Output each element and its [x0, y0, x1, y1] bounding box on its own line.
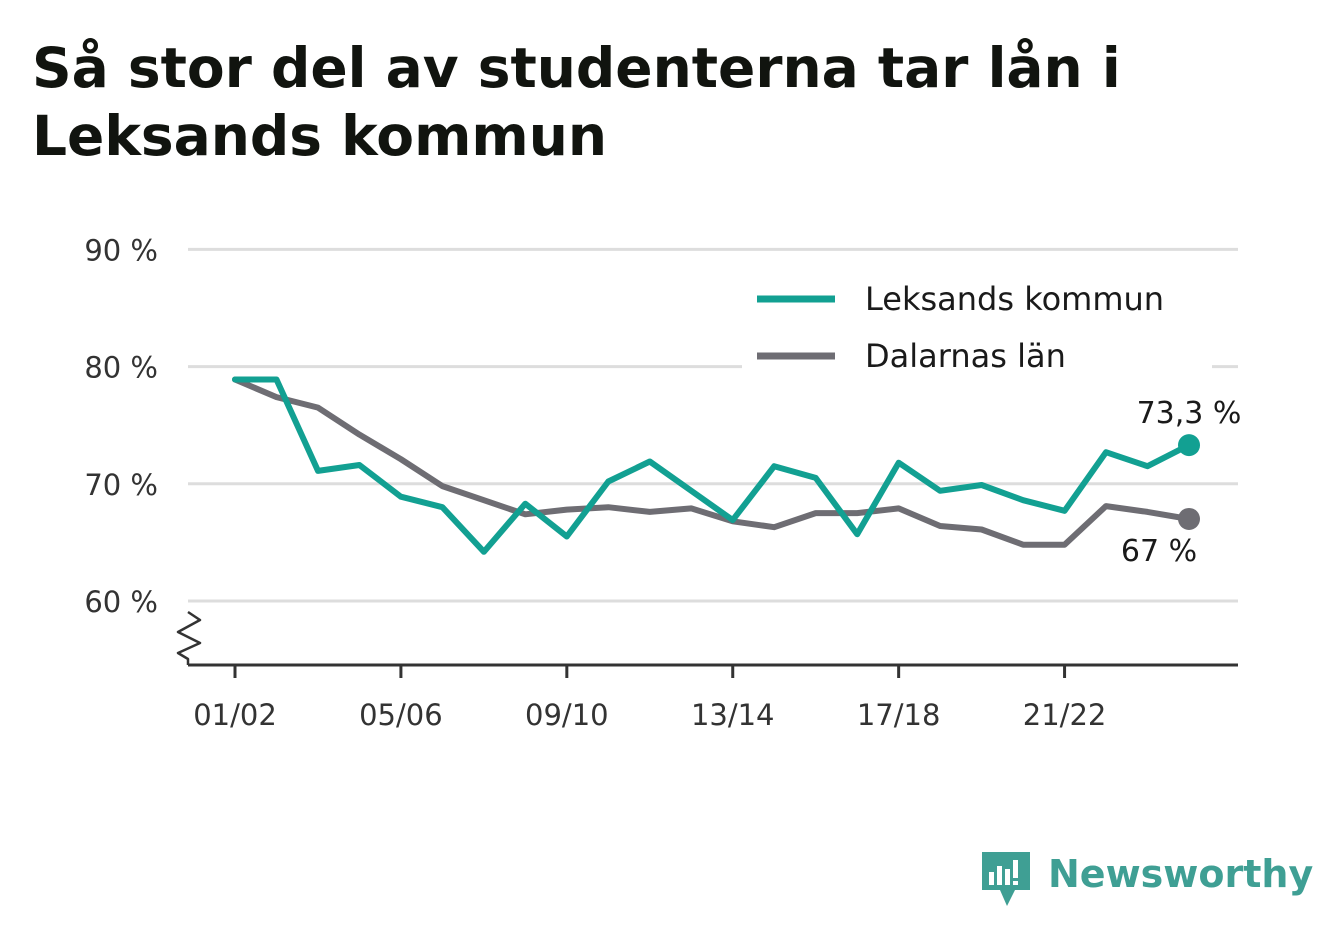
y-tick-label: 90 % — [84, 233, 158, 267]
newsworthy-logo-icon — [982, 852, 1030, 906]
legend-label: Dalarnas län — [865, 337, 1066, 375]
newsworthy-brand: Newsworthy — [982, 852, 1313, 906]
end-labels: 73,3 % 67 % — [1121, 396, 1242, 569]
legend: Leksands kommun Dalarnas län — [742, 272, 1212, 382]
series-line-leksands-kommun — [232, 376, 1192, 555]
chart-title: Så stor del av studenterna tar lån i Lek… — [32, 36, 1121, 168]
series-end-point — [1178, 434, 1200, 457]
x-tick-label: 09/10 — [525, 698, 609, 732]
end-label-leksands: 73,3 % — [1137, 396, 1242, 431]
x-axis-tick-labels: 01/02 05/06 09/10 13/14 17/18 21/22 — [193, 665, 1106, 732]
brand-name: Newsworthy — [1048, 852, 1313, 896]
end-label-dalarna: 67 % — [1121, 534, 1197, 569]
y-axis-tick-labels: 60 % 70 % 80 % 90 % — [84, 233, 158, 619]
legend-background — [742, 272, 1212, 382]
y-tick-label: 70 % — [84, 468, 158, 502]
x-tick-label: 21/22 — [1023, 698, 1107, 732]
y-tick-label: 80 % — [84, 351, 158, 385]
axis-break-icon — [176, 610, 202, 665]
x-tick-label: 05/06 — [359, 698, 443, 732]
series-end-point — [1178, 507, 1200, 530]
y-tick-label: 60 % — [84, 585, 158, 619]
x-axis — [176, 610, 1238, 667]
x-tick-label: 17/18 — [857, 698, 941, 732]
series-line-dalarnas-län — [232, 376, 1192, 548]
series-lines — [232, 376, 1200, 555]
x-tick-label: 01/02 — [193, 698, 277, 732]
x-tick-label: 13/14 — [691, 698, 775, 732]
legend-label: Leksands kommun — [865, 280, 1164, 318]
